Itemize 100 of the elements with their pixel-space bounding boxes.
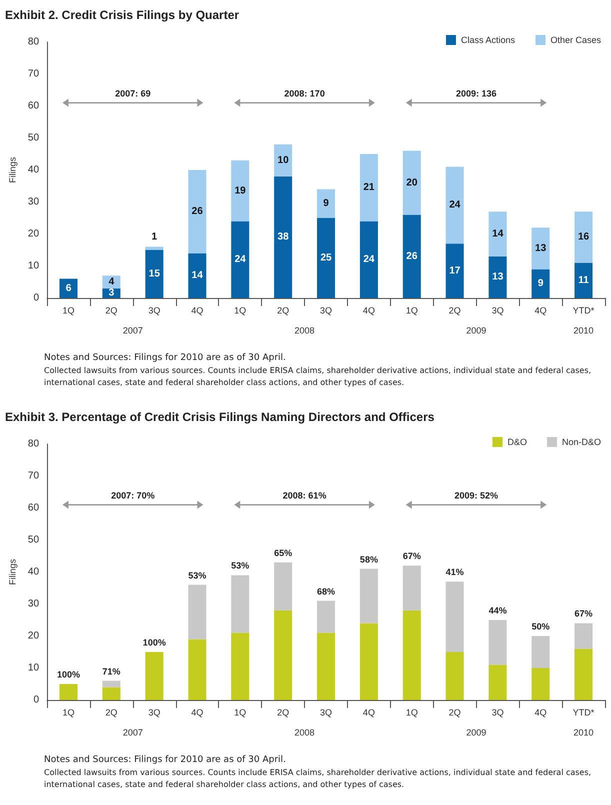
data-label: 19 (234, 185, 246, 196)
x-tick-label: 1Q (234, 306, 246, 316)
x-tick-label: 2Q (105, 306, 118, 316)
x-tick-label: 2Q (277, 708, 290, 718)
x-tick-label: 2Q (448, 306, 461, 316)
data-label: 10 (278, 154, 290, 166)
x-tick-label: 4Q (362, 306, 375, 316)
annotation: 53% (188, 570, 206, 580)
bar (360, 154, 378, 222)
bar (188, 253, 206, 298)
bar (574, 623, 593, 649)
bar (360, 623, 378, 700)
annotation: 67% (574, 608, 593, 619)
x-tick-label: 3Q (320, 708, 332, 718)
y-tick-label: 80 (28, 36, 40, 48)
bar (274, 144, 292, 176)
y-tick-label: 50 (28, 534, 40, 546)
annotation: 41% (446, 567, 464, 578)
y-tick-label: 0 (33, 292, 40, 304)
data-label: 13 (492, 272, 504, 283)
bar (574, 262, 593, 298)
bar (59, 278, 78, 298)
data-label: 24 (449, 200, 461, 211)
data-label: 24 (363, 254, 375, 266)
bar (532, 269, 550, 298)
bar (446, 652, 464, 700)
legend-label: Class Actions (460, 35, 516, 45)
data-label: 15 (148, 268, 160, 280)
bar (532, 636, 550, 668)
chart-title: Exhibit 2. Credit Crisis Filings by Quarter (5, 8, 240, 22)
bar (488, 256, 507, 298)
y-tick-label: 50 (28, 132, 40, 144)
bar (402, 610, 421, 700)
bar (488, 664, 507, 700)
annotation: 44% (488, 606, 507, 616)
text: 2010 (574, 326, 594, 336)
annotation: 100% (142, 638, 166, 648)
bar (574, 212, 593, 263)
bar (446, 582, 464, 652)
bar (488, 620, 507, 665)
bar (317, 632, 336, 700)
annotation: 2007: 69 (115, 88, 151, 98)
text: 2007 (122, 728, 143, 738)
data-label: 26 (192, 206, 204, 218)
bar (188, 639, 206, 700)
x-tick-label: 3Q (320, 306, 332, 316)
annotation: 100% (56, 670, 80, 680)
y-tick-label: 70 (28, 470, 40, 482)
text: 2008 (294, 326, 315, 336)
bar (317, 600, 336, 633)
annotation: 71% (102, 666, 120, 676)
bar (188, 170, 206, 254)
y-tick-label: 60 (28, 100, 40, 112)
data-label: 4 (108, 276, 115, 288)
bar (274, 176, 292, 298)
annotation: 68% (317, 586, 336, 596)
bar (102, 687, 120, 700)
bar (317, 189, 336, 218)
bar (145, 246, 164, 250)
bar (231, 160, 250, 222)
data-label: 20 (406, 177, 418, 188)
bar (231, 221, 250, 298)
bar (231, 632, 250, 700)
bar (102, 680, 120, 688)
data-label: 16 (578, 232, 590, 243)
x-tick-label: YTD* (572, 708, 595, 718)
y-axis-title: Filings (8, 558, 18, 586)
y-tick-label: 40 (28, 566, 40, 578)
y-tick-label: 20 (28, 228, 40, 240)
annotation: 2007: 70% (111, 490, 155, 500)
bar (446, 166, 464, 244)
y-axis-title: Filings (8, 156, 18, 184)
bar (574, 648, 593, 700)
bar (360, 221, 378, 298)
bar (402, 150, 421, 215)
x-tick-label: 3Q (148, 306, 160, 316)
data-label: 13 (535, 242, 547, 254)
x-tick-label: 2Q (105, 708, 118, 718)
data-label: 11 (578, 274, 590, 286)
text: Notes and Sources: Filings for 2010 are as of 30 April. (44, 352, 287, 364)
data-label: 24 (234, 254, 246, 266)
legend-label: Other Cases (550, 35, 602, 45)
data-label: 6 (66, 282, 72, 294)
x-tick-label: 3Q (492, 306, 504, 316)
bar (446, 244, 464, 298)
data-label: 9 (323, 198, 330, 210)
x-tick-label: 3Q (148, 708, 160, 718)
x-tick-label: 3Q (492, 708, 504, 718)
data-label: 25 (320, 252, 332, 264)
x-tick-label: 1Q (406, 306, 418, 316)
data-label: 21 (363, 182, 375, 194)
bar (145, 250, 164, 298)
annotation: 65% (274, 548, 292, 558)
chart-title: Exhibit 3. Percentage of Credit Crisis Filings Naming Directors and Officers (5, 410, 435, 424)
x-tick-label: YTD* (572, 306, 595, 316)
legend-label: D&O (507, 437, 527, 447)
bar (188, 584, 206, 640)
bar (274, 610, 292, 700)
text: 2009 (466, 728, 486, 738)
annotation: 2009: 136 (456, 88, 497, 98)
